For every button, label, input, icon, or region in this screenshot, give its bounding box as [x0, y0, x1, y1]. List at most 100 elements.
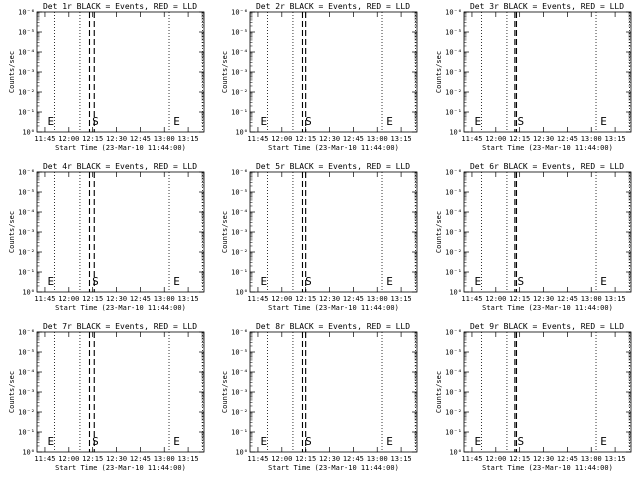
x-tick-label: 12:30 [106, 135, 127, 143]
y-tick-label: 10⁻³ [231, 389, 248, 397]
x-axis-label: Start Time (23-Mar-10 11:44:00) [55, 464, 186, 472]
event-annotation: E [386, 435, 393, 448]
y-tick-label: 10⁻⁴ [231, 369, 248, 377]
x-tick-label: 12:00 [271, 135, 292, 143]
x-tick-label: 12:45 [557, 455, 578, 463]
chart-title: Det 3r BLACK = Events, RED = LLD [470, 2, 624, 11]
event-annotation: E [173, 115, 180, 128]
x-tick-label: 13:15 [391, 455, 412, 463]
y-tick-label: 10⁻⁵ [18, 349, 35, 357]
x-axis-label: Start Time (23-Mar-10 11:44:00) [482, 304, 613, 312]
chart-svg: Det 2r BLACK = Events, RED = LLD 10⁰ 10⁻¹ 1… [221, 2, 418, 152]
chart-title: Det 8r BLACK = Events, RED = LLD [256, 322, 410, 331]
chart-panel: Det 5r BLACK = Events, RED = LLD 10⁰ 10⁻¹ 1… [213, 160, 426, 320]
y-tick-label: 10⁰ [235, 129, 248, 137]
event-annotation: S [517, 435, 524, 448]
x-axis-label: Start Time (23-Mar-10 11:44:00) [268, 144, 399, 152]
event-annotation: E [173, 275, 180, 288]
x-tick-label: 13:00 [581, 455, 602, 463]
chart-panel: Det 6r BLACK = Events, RED = LLD 10⁰ 10⁻¹ 1… [427, 160, 640, 320]
y-tick-label: 10⁻² [445, 249, 462, 257]
plot-frame [463, 11, 632, 133]
x-axis-label: Start Time (23-Mar-10 11:44:00) [482, 464, 613, 472]
chart-title: Det 1r BLACK = Events, RED = LLD [43, 2, 197, 11]
x-tick-label: 13:15 [391, 135, 412, 143]
x-tick-label: 13:15 [178, 295, 199, 303]
x-tick-label: 12:45 [343, 135, 364, 143]
chart-title: Det 9r BLACK = Events, RED = LLD [470, 322, 624, 331]
chart-title: Det 7r BLACK = Events, RED = LLD [43, 322, 197, 331]
event-annotation: E [475, 115, 482, 128]
x-tick-label: 11:45 [34, 135, 55, 143]
y-axis-label: Counts/sec [8, 211, 16, 253]
y-tick-label: 10⁻⁶ [18, 169, 35, 177]
y-axis-label: Counts/sec [435, 371, 443, 413]
y-tick-label: 10⁰ [235, 449, 248, 457]
chart-svg: Det 5r BLACK = Events, RED = LLD 10⁰ 10⁻¹ 1… [221, 162, 418, 312]
event-annotation: E [600, 435, 607, 448]
plot-frame [463, 171, 632, 293]
y-tick-label: 10⁻⁶ [231, 329, 248, 337]
y-tick-label: 10⁻² [18, 249, 35, 257]
event-annotation: S [305, 115, 312, 128]
x-tick-label: 12:00 [58, 135, 79, 143]
y-tick-label: 10⁻⁴ [445, 49, 462, 57]
x-tick-label: 12:45 [130, 295, 151, 303]
x-tick-label: 12:45 [130, 135, 151, 143]
y-tick-label: 10⁻³ [18, 229, 35, 237]
y-tick-label: 10⁻² [231, 409, 248, 417]
x-tick-label: 12:15 [82, 455, 103, 463]
y-tick-label: 10⁻¹ [18, 109, 35, 117]
x-axis-label: Start Time (23-Mar-10 11:44:00) [268, 304, 399, 312]
y-tick-label: 10⁻⁴ [231, 49, 248, 57]
event-annotation: E [261, 115, 268, 128]
x-tick-label: 12:45 [557, 295, 578, 303]
y-tick-label: 10⁻³ [18, 69, 35, 77]
y-tick-label: 10⁻¹ [445, 269, 462, 277]
x-tick-label: 13:00 [154, 135, 175, 143]
x-tick-label: 12:15 [509, 295, 530, 303]
x-tick-label: 12:15 [295, 135, 316, 143]
x-tick-label: 12:30 [106, 295, 127, 303]
event-annotation: S [305, 275, 312, 288]
y-axis-label: Counts/sec [221, 371, 229, 413]
y-tick-label: 10⁻² [18, 89, 35, 97]
y-tick-label: 10⁻⁵ [445, 29, 462, 37]
x-tick-label: 12:00 [271, 295, 292, 303]
x-tick-label: 11:45 [34, 295, 55, 303]
event-annotation: S [92, 435, 99, 448]
x-tick-label: 12:30 [533, 455, 554, 463]
x-tick-label: 13:15 [391, 295, 412, 303]
plot-frame [463, 331, 632, 453]
y-tick-label: 10⁻⁴ [445, 209, 462, 217]
x-tick-label: 12:45 [343, 455, 364, 463]
event-annotation: S [517, 275, 524, 288]
chart-svg: Det 3r BLACK = Events, RED = LLD 10⁰ 10⁻¹ 1… [435, 2, 632, 152]
chart-panel: Det 3r BLACK = Events, RED = LLD 10⁰ 10⁻¹ 1… [427, 0, 640, 160]
x-tick-label: 13:00 [367, 455, 388, 463]
plot-frame [249, 171, 418, 293]
event-annotation: E [386, 115, 393, 128]
chart-svg: Det 7r BLACK = Events, RED = LLD 10⁰ 10⁻¹ 1… [8, 322, 205, 472]
y-axis-label: Counts/sec [221, 51, 229, 93]
x-tick-label: 12:45 [343, 295, 364, 303]
y-tick-label: 10⁻¹ [18, 269, 35, 277]
y-tick-label: 10⁰ [22, 449, 35, 457]
x-axis-label: Start Time (23-Mar-10 11:44:00) [55, 144, 186, 152]
y-axis-label: Counts/sec [8, 371, 16, 413]
y-axis-label: Counts/sec [221, 211, 229, 253]
x-tick-label: 11:45 [461, 455, 482, 463]
y-axis-label: Counts/sec [435, 211, 443, 253]
x-tick-label: 13:15 [605, 455, 626, 463]
x-tick-label: 12:00 [485, 135, 506, 143]
x-tick-label: 12:15 [295, 455, 316, 463]
y-axis-label: Counts/sec [8, 51, 16, 93]
y-tick-label: 10⁰ [22, 289, 35, 297]
chart-panel: Det 9r BLACK = Events, RED = LLD 10⁰ 10⁻¹ 1… [427, 320, 640, 480]
x-tick-label: 12:45 [557, 135, 578, 143]
y-tick-label: 10⁻⁴ [18, 49, 35, 57]
x-tick-label: 12:00 [271, 455, 292, 463]
x-tick-label: 12:30 [319, 295, 340, 303]
event-annotation: E [261, 275, 268, 288]
y-tick-label: 10⁻⁴ [231, 209, 248, 217]
